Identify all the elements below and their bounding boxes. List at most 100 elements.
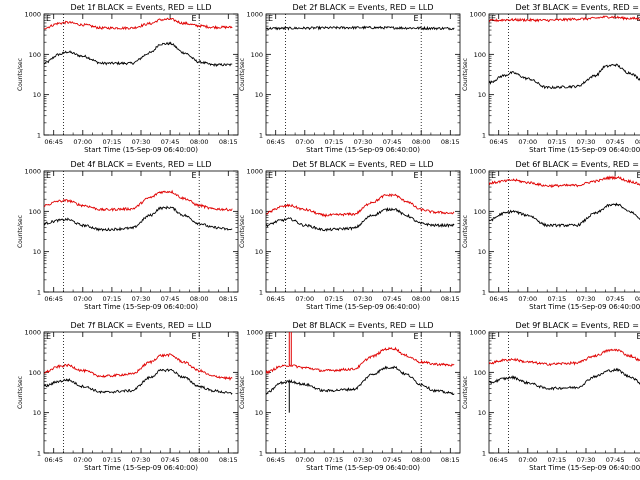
- y-axis-label: Counts/sec: [239, 376, 246, 409]
- x-tick-label: 08:15: [441, 138, 460, 146]
- x-tick-label: 06:45: [489, 456, 508, 464]
- y-tick-label: 1: [482, 132, 486, 140]
- panel-title: Det 9f BLACK = Events, RED = LLD: [515, 321, 640, 330]
- series-lld-line: [489, 348, 640, 367]
- y-tick-label: 10: [33, 409, 41, 417]
- x-tick-label: 07:00: [73, 456, 92, 464]
- series-lld-line: [44, 353, 233, 381]
- x-tick-label: 07:30: [354, 138, 373, 146]
- panel-det-7: Det 7f BLACK = Events, RED = LLD 1 10 100 10…: [17, 321, 239, 472]
- y-tick-label: 10: [33, 91, 41, 99]
- x-tick-label: 07:45: [606, 456, 625, 464]
- x-tick-label: 07:15: [103, 138, 122, 146]
- y-axis-label: Counts/sec: [17, 215, 24, 248]
- y-tick-label: 1: [37, 450, 41, 458]
- plot-frame: [43, 331, 239, 454]
- series-events-line: [266, 365, 455, 396]
- series-lld-line: [489, 15, 640, 23]
- panel-det-9: Det 9f BLACK = Events, RED = LLD 1 10 100 10…: [462, 321, 640, 472]
- series-lld-line: [44, 189, 233, 212]
- corner-marker-left: E: [491, 332, 496, 341]
- panel-det-1: Det 1f BLACK = Events, RED = LLD 1 10 100 10…: [17, 3, 239, 154]
- plot-frame: [488, 13, 640, 136]
- x-tick-label: 07:00: [295, 456, 314, 464]
- series-events-line: [44, 205, 233, 232]
- y-tick-label: 100: [474, 51, 486, 59]
- y-tick-label: 10: [255, 248, 263, 256]
- panel-det-4: Det 4f BLACK = Events, RED = LLD 1 10 100 10…: [17, 160, 239, 311]
- y-tick-label: 1000: [469, 11, 486, 19]
- corner-marker-right: E: [636, 332, 640, 341]
- x-tick-label: 07:45: [161, 456, 180, 464]
- x-axis-label: Start Time (15-Sep-09 06:40:00): [306, 464, 420, 472]
- corner-marker-right: E: [191, 171, 196, 180]
- plot-frame: [488, 170, 640, 293]
- y-axis-label: Counts/sec: [462, 58, 469, 91]
- x-axis-label: Start Time (15-Sep-09 06:40:00): [306, 303, 420, 311]
- corner-marker-left: E: [491, 14, 496, 23]
- series-lld-line: [44, 17, 233, 31]
- corner-marker-left: E: [268, 171, 273, 180]
- y-tick-label: 1000: [24, 168, 41, 176]
- y-axis-label: Counts/sec: [462, 376, 469, 409]
- y-tick-label: 1: [37, 132, 41, 140]
- x-axis-label: Start Time (15-Sep-09 06:40:00): [84, 464, 198, 472]
- series-events-line: [44, 41, 233, 68]
- x-tick-label: 07:15: [325, 295, 344, 303]
- x-tick-label: 07:30: [577, 456, 596, 464]
- series-events-line: [489, 202, 640, 228]
- x-axis-label: Start Time (15-Sep-09 06:40:00): [529, 146, 640, 154]
- y-tick-label: 10: [478, 91, 486, 99]
- y-tick-label: 100: [251, 369, 263, 377]
- corner-marker-left: E: [268, 14, 273, 23]
- x-tick-label: 06:45: [44, 138, 63, 146]
- x-tick-label: 07:45: [383, 295, 402, 303]
- panel-title: Det 5f BLACK = Events, RED = LLD: [292, 160, 433, 169]
- plot-frame: [43, 13, 239, 136]
- series-lld-line: [266, 193, 455, 218]
- x-tick-label: 07:00: [518, 456, 537, 464]
- y-tick-label: 10: [478, 248, 486, 256]
- y-tick-label: 100: [251, 51, 263, 59]
- panel-title: Det 7f BLACK = Events, RED = LLD: [70, 321, 211, 330]
- x-axis-label: Start Time (15-Sep-09 06:40:00): [306, 146, 420, 154]
- corner-marker-right: E: [413, 332, 418, 341]
- corner-marker-right: E: [636, 171, 640, 180]
- y-tick-label: 1: [259, 450, 263, 458]
- corner-marker-right: E: [413, 171, 418, 180]
- y-axis-label: Counts/sec: [239, 215, 246, 248]
- x-tick-label: 08:00: [635, 295, 640, 303]
- plot-frame: [265, 331, 461, 454]
- series-events-line: [489, 63, 640, 90]
- y-axis-label: Counts/sec: [17, 376, 24, 409]
- x-tick-label: 07:30: [132, 456, 151, 464]
- panel-title: Det 8f BLACK = Events, RED = LLD: [292, 321, 433, 330]
- x-tick-label: 07:15: [103, 456, 122, 464]
- x-tick-label: 07:30: [577, 295, 596, 303]
- corner-marker-right: E: [191, 332, 196, 341]
- series-events-line: [266, 207, 455, 232]
- x-tick-label: 07:45: [383, 456, 402, 464]
- x-tick-label: 07:45: [606, 295, 625, 303]
- x-tick-label: 07:00: [295, 295, 314, 303]
- y-tick-label: 1: [259, 289, 263, 297]
- series-events-line: [489, 367, 640, 391]
- y-tick-label: 100: [29, 51, 41, 59]
- x-tick-label: 07:30: [132, 138, 151, 146]
- x-tick-label: 06:45: [44, 295, 63, 303]
- x-tick-label: 07:30: [577, 138, 596, 146]
- corner-marker-left: E: [268, 332, 273, 341]
- plot-frame: [265, 13, 461, 136]
- y-tick-label: 1: [259, 132, 263, 140]
- x-tick-label: 08:15: [219, 456, 238, 464]
- panel-title: Det 4f BLACK = Events, RED = LLD: [70, 160, 211, 169]
- y-axis-label: Counts/sec: [17, 58, 24, 91]
- plot-frame: [265, 170, 461, 293]
- x-tick-label: 08:00: [635, 138, 640, 146]
- x-tick-label: 08:00: [190, 138, 209, 146]
- x-tick-label: 07:00: [295, 138, 314, 146]
- panel-det-3: Det 3f BLACK = Events, RED = LLD 1 10 100 10…: [462, 3, 640, 154]
- x-tick-label: 07:00: [73, 138, 92, 146]
- x-tick-label: 08:00: [412, 138, 431, 146]
- x-tick-label: 07:30: [354, 295, 373, 303]
